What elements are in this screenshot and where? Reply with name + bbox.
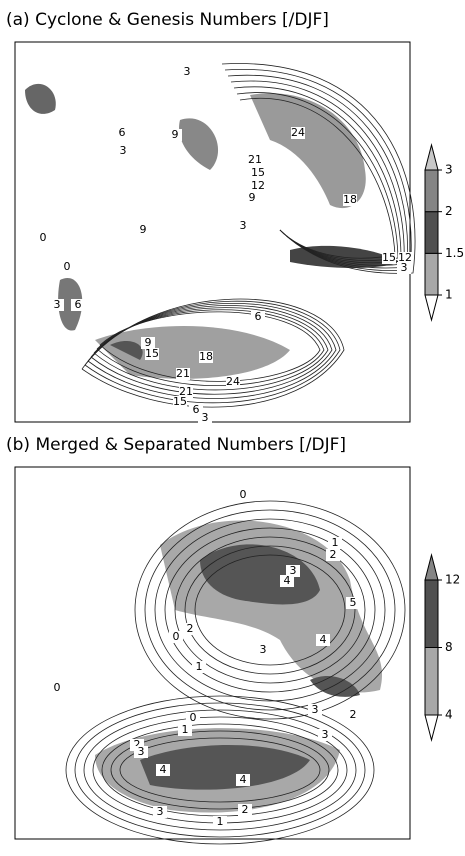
contour-label: 4 xyxy=(320,633,327,646)
contour-label: 6 xyxy=(75,298,82,311)
contour-label: 1 xyxy=(196,660,203,673)
contour-label: 0 xyxy=(64,260,71,273)
colorbar-segment xyxy=(425,170,438,212)
contour-label: 2 xyxy=(187,622,194,635)
contour-label: 3 xyxy=(240,219,247,232)
contour-label: 3 xyxy=(120,144,127,157)
contour-label: 6 xyxy=(255,310,262,323)
colorbar-tick-label: 3 xyxy=(445,163,453,177)
contour-label: 15 xyxy=(382,251,396,264)
contour-label: 2 xyxy=(350,708,357,721)
contour-label: 0 xyxy=(240,488,247,501)
colorbar-tick-label: 8 xyxy=(445,640,453,654)
colorbar-segment xyxy=(425,580,438,648)
contour-label: 9 xyxy=(172,128,179,141)
contour-label: 3 xyxy=(184,65,191,78)
contour-label: 9 xyxy=(249,191,256,204)
contour-label: 4 xyxy=(240,773,247,786)
contour-label: 3 xyxy=(138,745,145,758)
contour-label: 4 xyxy=(284,574,291,587)
contour-label: 3 xyxy=(202,411,209,424)
contour-label: 21 xyxy=(248,153,262,166)
contour-label: 1 xyxy=(182,723,189,736)
colorbar-segment xyxy=(425,648,438,716)
contour-label: 0 xyxy=(54,681,61,694)
panel-title: (b) Merged & Separated Numbers [/DJF] xyxy=(6,435,346,455)
colorbar-tick-label: 1.5 xyxy=(445,246,464,260)
contour-label: 6 xyxy=(119,126,126,139)
contour-label: 4 xyxy=(160,763,167,776)
contour-label: 1 xyxy=(217,815,224,828)
contour-label: 15 xyxy=(173,395,187,408)
figure: (a) Cyclone & Genesis Numbers [/DJF] (b)… xyxy=(0,0,465,852)
panel-title: (a) Cyclone & Genesis Numbers [/DJF] xyxy=(6,10,329,30)
contour-label: 24 xyxy=(291,126,305,139)
contour-label: 21 xyxy=(176,367,190,380)
contour-label: 3 xyxy=(157,805,164,818)
contour-label: 18 xyxy=(199,350,213,363)
contour-label: 15 xyxy=(145,347,159,360)
contour-label: 0 xyxy=(40,231,47,244)
contour-label: 5 xyxy=(350,596,357,609)
contour-label: 2 xyxy=(330,548,337,561)
contour-label: 0 xyxy=(190,711,197,724)
contour-label: 3 xyxy=(54,298,61,311)
contour-label: 9 xyxy=(140,223,147,236)
colorbar-tick-label: 12 xyxy=(445,573,460,587)
colorbar-segment xyxy=(425,212,438,254)
colorbar-tick-label: 4 xyxy=(445,708,453,722)
contour-label: 3 xyxy=(322,728,329,741)
contour-label: 24 xyxy=(226,375,240,388)
contour-label: 2 xyxy=(242,803,249,816)
contour-label: 3 xyxy=(401,261,408,274)
contour-label: 18 xyxy=(343,193,357,206)
contour-label: 3 xyxy=(312,703,319,716)
colorbar-tick-label: 1 xyxy=(445,288,453,302)
contour-label: 3 xyxy=(260,643,267,656)
colorbar-segment xyxy=(425,253,438,295)
contour-label: 15 xyxy=(251,166,265,179)
contour-label: 0 xyxy=(173,630,180,643)
colorbar-tick-label: 2 xyxy=(445,204,453,218)
